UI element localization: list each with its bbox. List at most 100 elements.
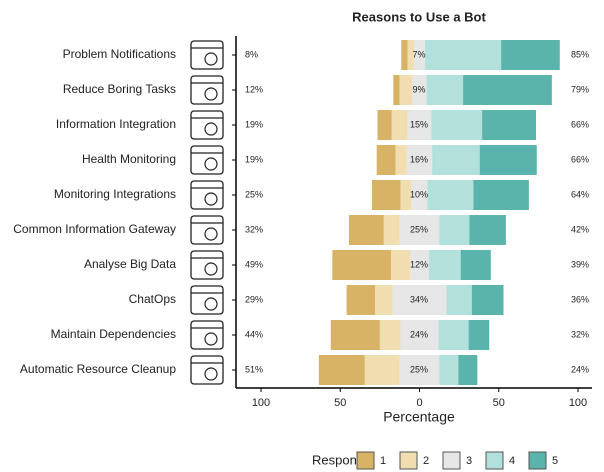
legend-swatch bbox=[399, 451, 418, 470]
icon bbox=[190, 215, 224, 245]
bar-segment bbox=[412, 75, 427, 105]
left-label: 49% bbox=[245, 259, 263, 269]
left-label: 25% bbox=[245, 189, 263, 199]
bar-segment bbox=[438, 320, 469, 350]
neutral-label: 7% bbox=[412, 49, 425, 59]
category-label: Health Monitoring bbox=[82, 152, 176, 166]
bar-segment bbox=[399, 355, 440, 385]
bar-segment bbox=[407, 40, 414, 70]
left-label: 8% bbox=[245, 49, 258, 59]
icon-glyph bbox=[204, 297, 218, 311]
legend-swatch bbox=[442, 451, 461, 470]
left-label: 32% bbox=[245, 224, 263, 234]
bar-segment bbox=[399, 215, 440, 245]
category-label: Maintain Dependencies bbox=[51, 327, 176, 341]
right-label: 36% bbox=[571, 294, 589, 304]
bar-segment bbox=[479, 145, 537, 175]
left-label: 51% bbox=[245, 364, 263, 374]
bar-segment bbox=[468, 320, 490, 350]
icon-glyph bbox=[204, 332, 218, 346]
bar-segment bbox=[383, 215, 400, 245]
bar-segment bbox=[469, 215, 506, 245]
bar-segment bbox=[318, 355, 365, 385]
bar-segment bbox=[330, 320, 380, 350]
category-label: Analyse Big Data bbox=[84, 257, 176, 271]
bar-segment bbox=[392, 285, 447, 315]
bar-segment bbox=[471, 285, 504, 315]
right-label: 85% bbox=[571, 49, 589, 59]
bar-segment bbox=[446, 285, 472, 315]
icon-glyph bbox=[204, 122, 218, 136]
bar-segment bbox=[463, 75, 552, 105]
bar-segment bbox=[377, 110, 392, 140]
category-label: Common Information Gateway bbox=[13, 222, 176, 236]
bar-segment bbox=[406, 145, 433, 175]
right-label: 39% bbox=[571, 259, 589, 269]
bar-segment bbox=[501, 40, 560, 70]
icon bbox=[190, 110, 224, 140]
legend-swatch bbox=[356, 451, 375, 470]
category-label: Problem Notifications bbox=[63, 47, 176, 61]
bar-segment bbox=[346, 285, 376, 315]
legend-swatch bbox=[528, 451, 547, 470]
icon bbox=[190, 285, 224, 315]
neutral-label: 24% bbox=[410, 329, 428, 339]
neutral-label: 9% bbox=[412, 84, 425, 94]
category-label: Automatic Resource Cleanup bbox=[20, 362, 176, 376]
legend-swatch bbox=[485, 451, 504, 470]
bar-segment bbox=[427, 180, 474, 210]
category-label: Monitoring Integrations bbox=[54, 187, 176, 201]
bar-segment bbox=[432, 145, 480, 175]
bar-segment bbox=[371, 180, 401, 210]
right-label: 24% bbox=[571, 364, 589, 374]
category-label: Reduce Boring Tasks bbox=[63, 82, 176, 96]
right-label: 79% bbox=[571, 84, 589, 94]
bar-segment bbox=[375, 285, 393, 315]
bar-segment bbox=[460, 250, 491, 280]
x-tick-label: 0 bbox=[416, 397, 422, 409]
bar-segment bbox=[458, 355, 478, 385]
bar-segment bbox=[348, 215, 384, 245]
neutral-label: 34% bbox=[410, 294, 428, 304]
bar-segment bbox=[407, 110, 432, 140]
bar-segment bbox=[473, 180, 529, 210]
x-tick-label: 100 bbox=[252, 397, 270, 409]
icon-glyph bbox=[204, 227, 218, 241]
icon-glyph bbox=[204, 157, 218, 171]
bar-segment bbox=[391, 110, 408, 140]
left-label: 29% bbox=[245, 294, 263, 304]
bar-segment bbox=[400, 180, 412, 210]
left-label: 19% bbox=[245, 119, 263, 129]
bar-segment bbox=[400, 320, 439, 350]
icon bbox=[190, 40, 224, 70]
legend-label: 2 bbox=[423, 455, 429, 467]
neutral-label: 15% bbox=[410, 119, 428, 129]
right-label: 32% bbox=[571, 329, 589, 339]
icon bbox=[190, 75, 224, 105]
bar-segment bbox=[401, 40, 408, 70]
bar-segment bbox=[376, 145, 396, 175]
x-tick-label: 50 bbox=[334, 397, 346, 409]
neutral-label: 10% bbox=[410, 189, 428, 199]
category-label: ChatOps bbox=[129, 292, 176, 306]
chart-title: Reasons to Use a Bot bbox=[352, 9, 486, 24]
left-label: 12% bbox=[245, 84, 263, 94]
icon-glyph bbox=[204, 87, 218, 101]
bar-segment bbox=[399, 75, 413, 105]
icon bbox=[190, 355, 224, 385]
bar-segment bbox=[395, 145, 407, 175]
icon-glyph bbox=[204, 52, 218, 66]
bar-segment bbox=[390, 250, 410, 280]
left-label: 44% bbox=[245, 329, 263, 339]
bar-segment bbox=[413, 40, 426, 70]
neutral-label: 12% bbox=[410, 259, 428, 269]
x-axis-label: Percentage bbox=[383, 409, 455, 425]
icon bbox=[190, 180, 224, 210]
left-label: 19% bbox=[245, 154, 263, 164]
bar-segment bbox=[364, 355, 400, 385]
x-tick-label: 50 bbox=[493, 397, 505, 409]
bar-segment bbox=[409, 250, 430, 280]
neutral-label: 25% bbox=[410, 364, 428, 374]
legend-label: 5 bbox=[552, 455, 558, 467]
